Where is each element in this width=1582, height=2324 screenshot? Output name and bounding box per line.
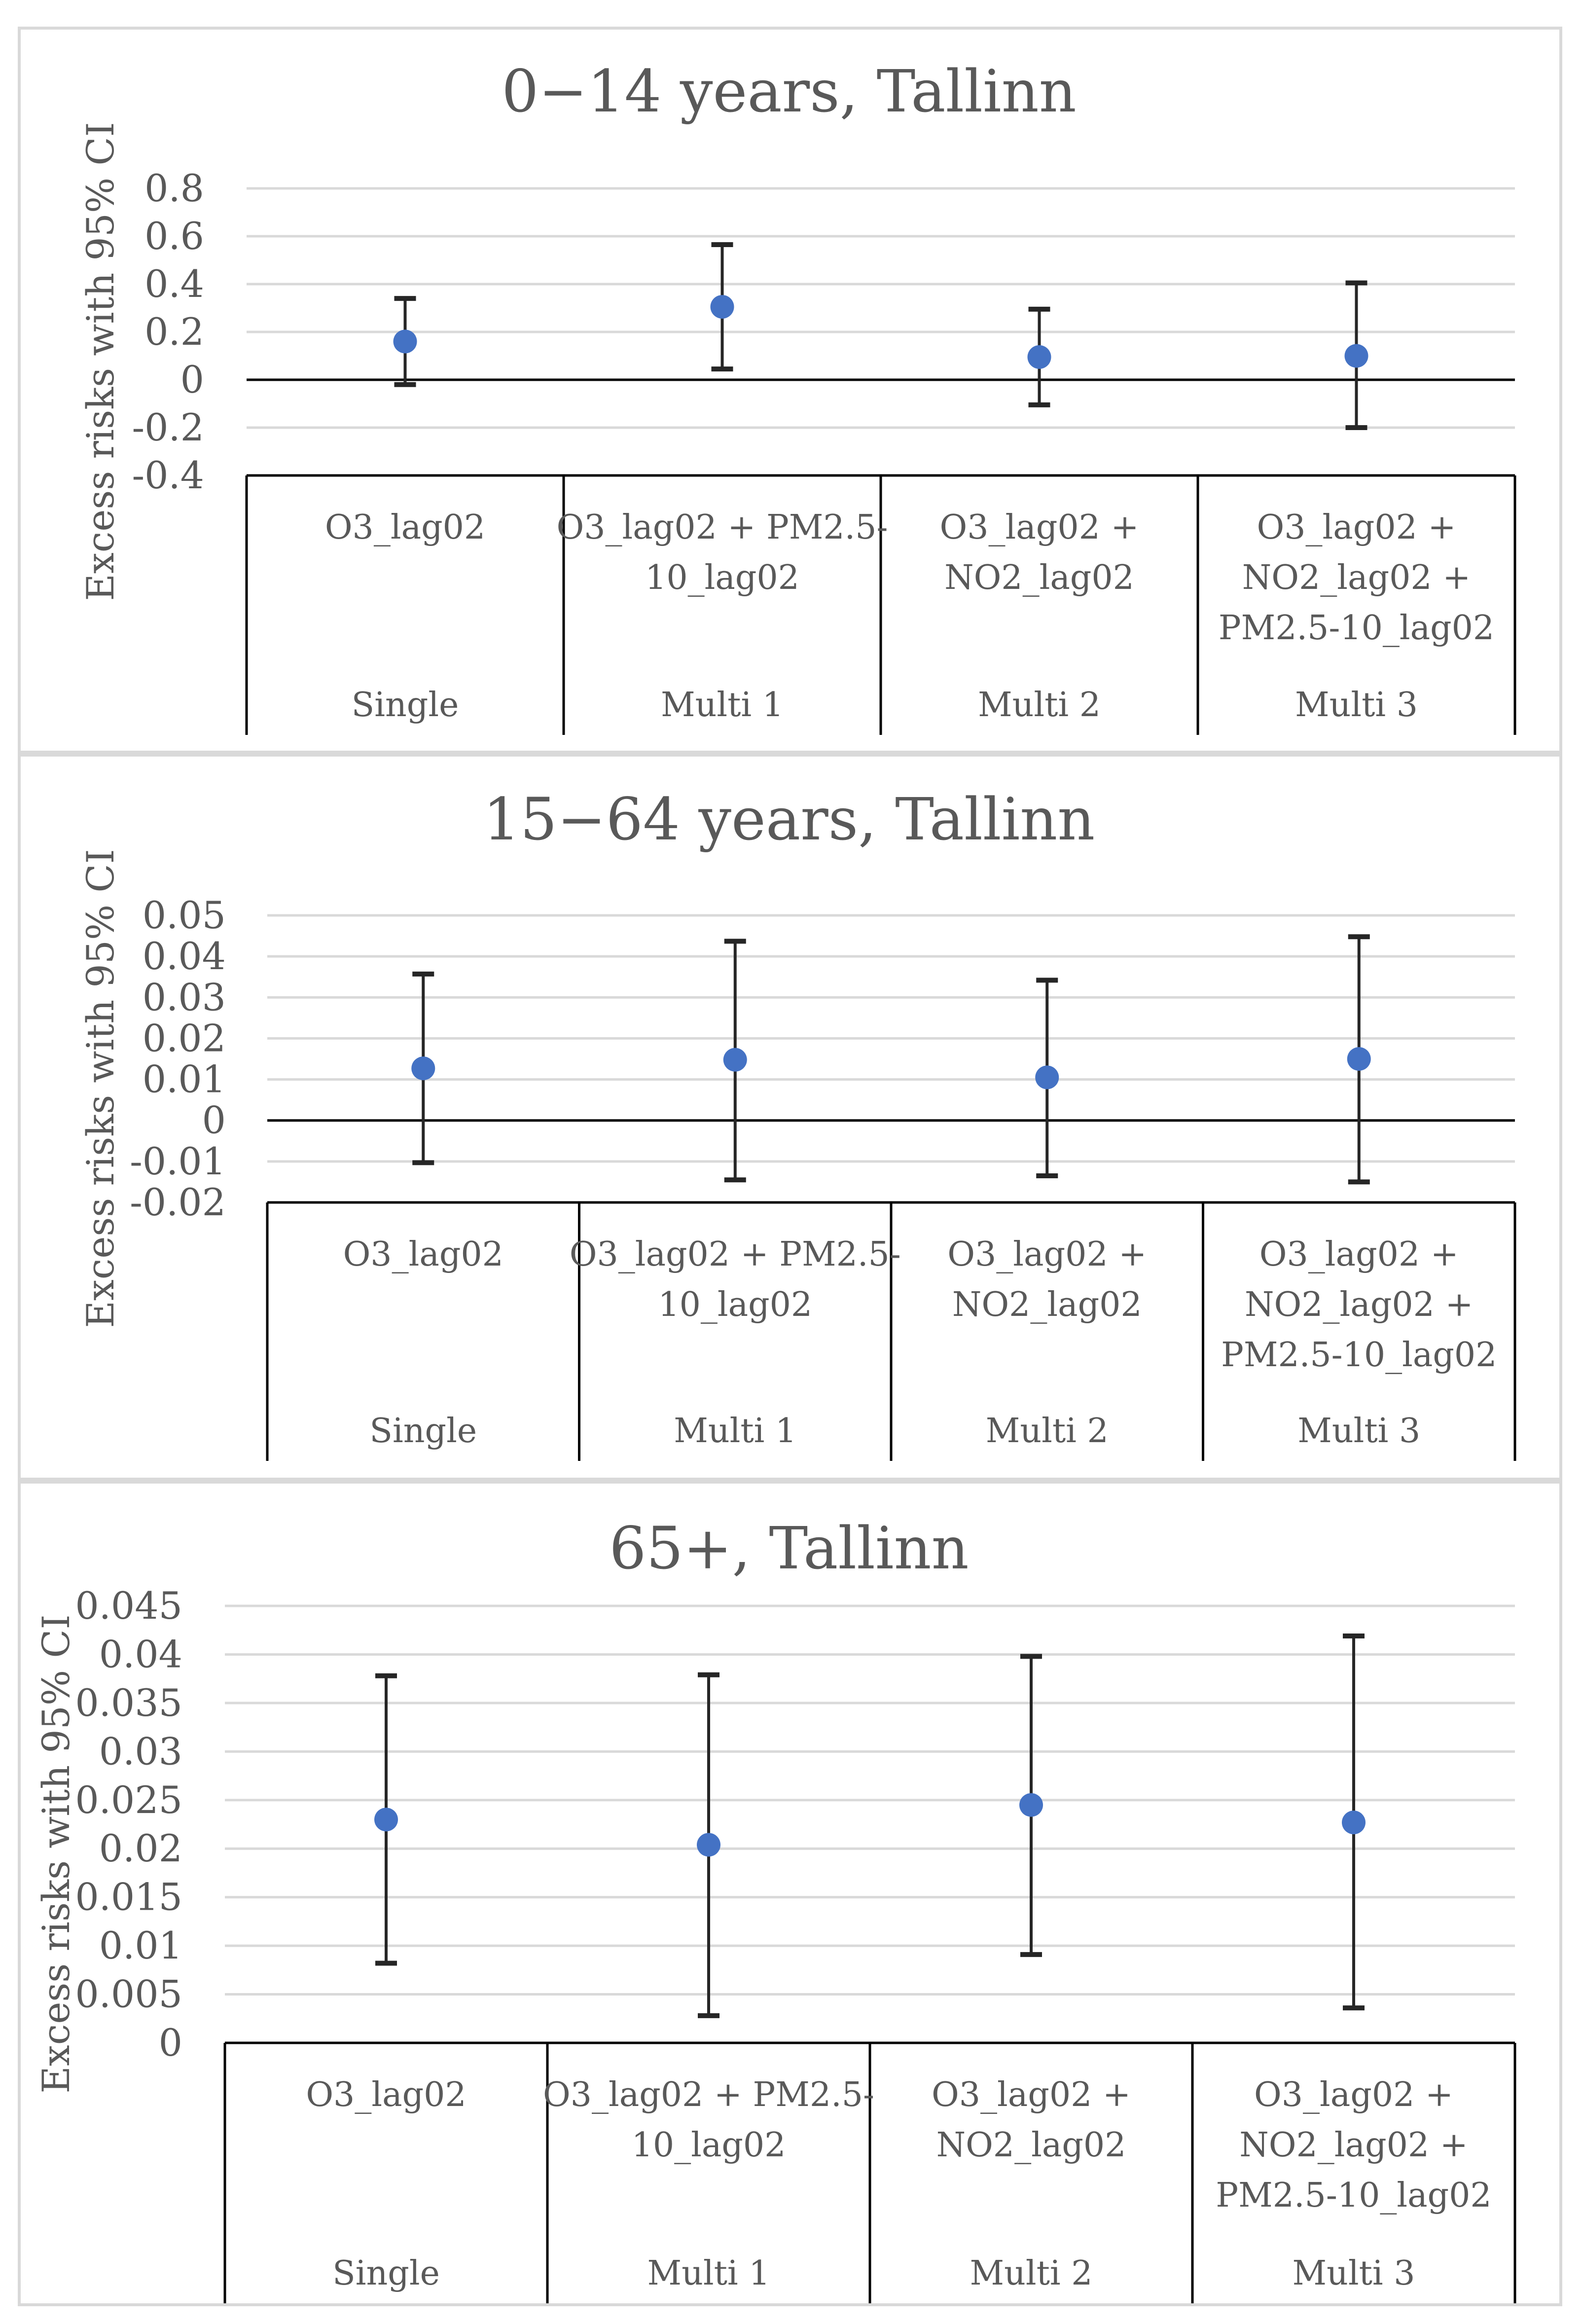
chart-3-title: 65+, Tallinn <box>609 1514 969 1582</box>
panel-frame-2 <box>18 754 1562 1481</box>
chart-2-point-estimate <box>1347 1047 1371 1071</box>
chart-2-category-label: O3_lag02 + PM2.5- <box>570 1235 901 1274</box>
chart-2-model-label: Multi 3 <box>1297 1412 1420 1451</box>
chart-3-point-estimate <box>697 1833 720 1857</box>
chart-3-y-tick-label: 0.005 <box>75 1972 182 2016</box>
chart-1-y-tick-label: 0 <box>180 358 204 401</box>
chart-1-y-tick-label: 0.2 <box>144 310 204 354</box>
chart-3-category-label: O3_lag02 + <box>932 2075 1131 2114</box>
chart-2-point-estimate <box>411 1056 435 1081</box>
chart-3-category-label: NO2_lag02 + <box>1239 2126 1468 2165</box>
chart-3-y-tick-label: 0.02 <box>99 1826 182 1870</box>
chart-2-model-label: Single <box>369 1412 477 1451</box>
panel-frame-1 <box>18 27 1562 754</box>
chart-2-category-label: O3_lag02 + <box>1259 1235 1459 1274</box>
chart-3-y-axis-label: Excess risks with 95% CI <box>34 1614 78 2093</box>
chart-1-category-label: O3_lag02 + PM2.5- <box>556 508 888 547</box>
chart-2-y-tick-label: 0 <box>202 1098 226 1142</box>
chart-2-point-estimate <box>1035 1065 1059 1089</box>
chart-3-y-tick-label: 0.025 <box>75 1778 182 1822</box>
chart-1-point-estimate <box>1344 344 1368 368</box>
chart-2-y-tick-label: 0.04 <box>143 934 226 978</box>
chart-3-model-label: Multi 1 <box>647 2254 770 2293</box>
chart-3-y-tick-label: 0.03 <box>99 1729 182 1773</box>
chart-1-point-estimate <box>710 295 734 319</box>
chart-1-category-label: 10_lag02 <box>645 558 799 597</box>
chart-2-model-label: Multi 1 <box>674 1412 796 1451</box>
chart-2-category-label: NO2_lag02 + <box>1245 1285 1473 1324</box>
chart-1-y-tick-label: 0.6 <box>144 214 204 258</box>
chart-3-y-tick-label: 0 <box>159 2021 182 2065</box>
chart-2-y-tick-label: 0.01 <box>143 1057 226 1101</box>
chart-2-title: 15−64 years, Tallinn <box>483 785 1095 853</box>
chart-2-category-label: 10_lag02 <box>658 1285 812 1324</box>
chart-3-y-tick-label: 0.045 <box>75 1584 182 1628</box>
chart-3-category-label: O3_lag02 <box>306 2075 466 2114</box>
chart-1-y-tick-label: 0.4 <box>144 262 204 306</box>
chart-3-category-label: O3_lag02 + PM2.5- <box>543 2075 874 2114</box>
chart-1-point-estimate <box>1027 345 1051 369</box>
chart-2-y-tick-label: 0.03 <box>143 975 226 1019</box>
chart-2-y-tick-label: 0.02 <box>143 1016 226 1060</box>
chart-3-point-estimate <box>374 1808 398 1832</box>
chart-2-point-estimate <box>723 1048 747 1072</box>
chart-2-model-label: Multi 2 <box>986 1412 1109 1451</box>
chart-1-title: 0−14 years, Tallinn <box>502 57 1077 125</box>
chart-2-y-tick-label: -0.01 <box>130 1139 226 1183</box>
chart-2-category-label: O3_lag02 + <box>947 1235 1147 1274</box>
chart-3-point-estimate <box>1019 1793 1043 1817</box>
chart-3-category-label: PM2.5-10_lag02 <box>1216 2176 1491 2215</box>
chart-3-model-label: Multi 3 <box>1292 2254 1415 2293</box>
chart-3-model-label: Multi 2 <box>970 2254 1092 2293</box>
chart-2-y-tick-label: -0.02 <box>130 1180 226 1224</box>
chart-3-y-tick-label: 0.04 <box>99 1632 182 1676</box>
chart-3-y-tick-label: 0.01 <box>99 1924 182 1967</box>
chart-1-model-label: Multi 3 <box>1295 686 1418 725</box>
chart-2-category-label: PM2.5-10_lag02 <box>1221 1336 1497 1375</box>
chart-3-y-tick-label: 0.015 <box>75 1875 182 1919</box>
chart-1-model-label: Single <box>352 686 459 725</box>
chart-1-category-label: PM2.5-10_lag02 <box>1219 609 1494 648</box>
chart-3-point-estimate <box>1342 1811 1366 1835</box>
chart-1-point-estimate <box>393 329 417 354</box>
chart-3-category-label: O3_lag02 + <box>1254 2075 1453 2114</box>
chart-1-model-label: Multi 2 <box>978 686 1101 725</box>
chart-2-category-label: O3_lag02 <box>343 1235 503 1274</box>
chart-1-y-tick-label: 0.8 <box>144 166 204 210</box>
chart-1-y-axis-label: Excess risks with 95% CI <box>78 122 122 601</box>
chart-1-category-label: NO2_lag02 <box>944 558 1134 597</box>
panel-frame-3 <box>18 1481 1562 2306</box>
chart-3-category-label: 10_lag02 <box>632 2126 786 2165</box>
chart-2-y-axis-label: Excess risks with 95% CI <box>78 849 122 1328</box>
chart-3-y-tick-label: 0.035 <box>75 1681 182 1725</box>
chart-1-y-tick-label: -0.4 <box>132 453 204 497</box>
chart-1-category-label: O3_lag02 + <box>1257 508 1456 547</box>
chart-1-category-label: O3_lag02 <box>325 508 485 547</box>
chart-1-y-tick-label: -0.2 <box>132 405 204 449</box>
chart-3-model-label: Single <box>332 2254 440 2293</box>
chart-3-category-label: NO2_lag02 <box>936 2126 1126 2165</box>
chart-2-y-tick-label: 0.05 <box>143 893 226 937</box>
chart-1-category-label: NO2_lag02 + <box>1242 558 1471 597</box>
chart-1-category-label: O3_lag02 + <box>940 508 1139 547</box>
chart-1-model-label: Multi 1 <box>661 686 784 725</box>
chart-2-category-label: NO2_lag02 <box>952 1285 1142 1324</box>
